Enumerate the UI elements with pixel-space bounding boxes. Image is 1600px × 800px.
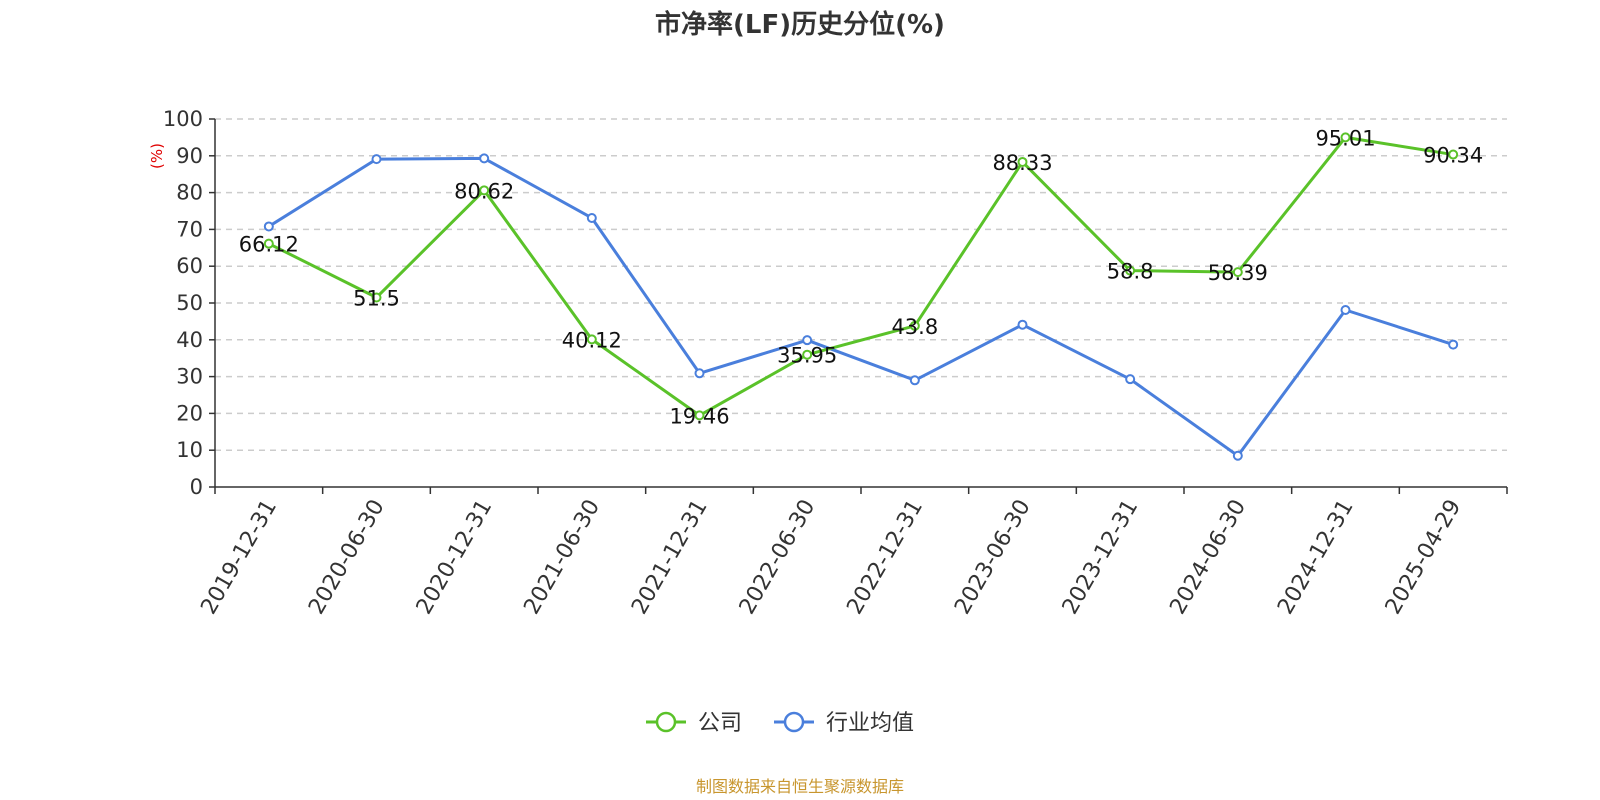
x-tick-label: 2020-06-30 (304, 496, 390, 619)
legend-label: 行业均值 (826, 711, 914, 736)
x-tick-label: 2019-12-31 (196, 496, 282, 619)
x-tick-label: 2022-06-30 (735, 496, 821, 619)
x-tick-label: 2025-04-29 (1381, 496, 1467, 619)
chart-title: 市净率(LF)历史分位(%) (655, 9, 945, 40)
legend-item-1[interactable]: 行业均值 (774, 711, 914, 736)
legend-marker (655, 711, 677, 733)
y-axis-ticks: 0 10 20 30 40 50 60 70 80 90 100 (163, 107, 203, 499)
y-tick-label: 60 (176, 254, 203, 278)
legend-label: 公司 (698, 711, 742, 736)
legend[interactable]: 公司 行业均值 (646, 711, 914, 736)
data-label: 40.12 (562, 328, 622, 352)
y-tick-label: 100 (163, 107, 203, 131)
legend-marker (783, 711, 805, 733)
series-0-point[interactable] (1125, 265, 1136, 276)
series-1-point[interactable] (1232, 450, 1243, 461)
gridlines (215, 118, 1507, 451)
series-line-0 (268, 135, 1454, 417)
data-label: 19.46 (669, 404, 729, 428)
series-0-point[interactable] (263, 238, 274, 249)
y-tick-label: 0 (190, 475, 203, 499)
series-0-point[interactable] (694, 410, 705, 421)
x-tick-label: 2023-12-31 (1058, 496, 1144, 619)
y-tick-label: 90 (176, 144, 203, 168)
series-1-point[interactable] (371, 154, 382, 165)
series-1-point[interactable] (263, 221, 274, 232)
series-layer (263, 132, 1459, 461)
y-tick-label: 20 (176, 401, 203, 425)
series-1-point[interactable] (802, 335, 813, 346)
data-label: 35.95 (777, 344, 837, 368)
series-line-1 (268, 156, 1454, 458)
series-0-point[interactable] (1340, 132, 1351, 143)
series-1-point[interactable] (479, 153, 490, 164)
data-label: 80.62 (454, 179, 514, 203)
y-tick-label: 10 (176, 438, 203, 462)
series-1-point[interactable] (909, 375, 920, 386)
series-0-point[interactable] (1232, 267, 1243, 278)
series-0-point[interactable] (1448, 149, 1459, 160)
data-label: 95.01 (1315, 126, 1375, 150)
series-0-point[interactable] (909, 320, 920, 331)
data-label: 43.8 (891, 315, 938, 339)
series-1-point[interactable] (1125, 374, 1136, 385)
axes (209, 118, 1508, 494)
series-0-point[interactable] (802, 349, 813, 360)
series-1-point[interactable] (1017, 319, 1028, 330)
legend-item-0[interactable]: 公司 (646, 711, 742, 736)
data-label: 88.33 (992, 151, 1052, 175)
y-tick-label: 80 (176, 181, 203, 205)
x-axis-ticks: 2019-12-31 2020-06-30 2020-12-31 2021-06-30… (196, 496, 1466, 619)
y-tick-label: 70 (176, 217, 203, 241)
data-label: 51.5 (353, 286, 400, 310)
y-tick-label: 30 (176, 365, 203, 389)
y-axis-unit: (%) (148, 143, 166, 169)
x-tick-label: 2021-06-30 (519, 496, 605, 619)
x-tick-label: 2020-12-31 (412, 496, 498, 619)
y-tick-label: 40 (176, 328, 203, 352)
x-tick-label: 2023-06-30 (950, 496, 1036, 619)
data-label: 90.34 (1423, 144, 1483, 168)
series-0-point[interactable] (371, 292, 382, 303)
series-1-point[interactable] (1340, 304, 1351, 315)
x-tick-label: 2021-12-31 (627, 496, 713, 619)
data-labels: 66.12 51.5 80.62 40.12 19.46 35.95 43.8 88.33 58… (239, 126, 1483, 428)
x-tick-label: 2024-06-30 (1165, 496, 1251, 619)
data-label: 58.8 (1107, 260, 1154, 284)
series-0-point[interactable] (1017, 156, 1028, 167)
series-1-point[interactable] (694, 368, 705, 379)
data-label: 58.39 (1208, 261, 1268, 285)
data-label: 66.12 (239, 233, 299, 257)
source-note: 制图数据来自恒生聚源数据库 (696, 777, 904, 796)
x-tick-label: 2022-12-31 (842, 496, 928, 619)
series-1-point[interactable] (586, 212, 597, 223)
x-tick-label: 2024-12-31 (1273, 496, 1359, 619)
series-0-point[interactable] (479, 185, 490, 196)
y-tick-label: 50 (176, 291, 203, 315)
series-0-point[interactable] (586, 334, 597, 345)
series-1-point[interactable] (1448, 339, 1459, 350)
